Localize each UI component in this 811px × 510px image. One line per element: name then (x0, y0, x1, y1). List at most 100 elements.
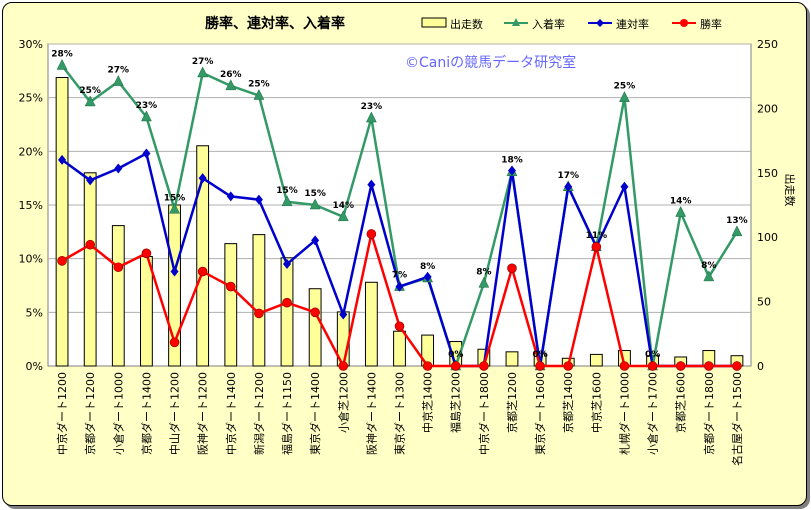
category-label: 京都芝1400 (561, 372, 575, 433)
point (226, 191, 235, 202)
legend-marker (512, 18, 520, 26)
legend-swatch (421, 17, 447, 28)
legend-label: 入着率 (532, 17, 565, 31)
left-tick-label: 15% (19, 199, 43, 212)
category-label: 中京ダート1400 (224, 372, 238, 455)
left-axis: 0% 5% 10% 15% 20% 25% 30% (19, 38, 43, 373)
point (311, 235, 320, 246)
category-label: 京都芝1600 (674, 372, 688, 433)
legend-label: 勝率 (700, 17, 722, 31)
line-markers (56, 58, 743, 371)
point (507, 165, 516, 176)
bar (589, 353, 603, 367)
point (478, 276, 490, 288)
point (282, 297, 292, 308)
data-label: 0% (645, 350, 660, 360)
watermark: ©Caniの競馬データ研究室 (405, 54, 576, 71)
point (142, 148, 151, 159)
data-labels: 28% 25% 27% 23% 15% 27% 26% 25% 15% 15% 14% 23% 7% 8%… (51, 49, 747, 360)
point (647, 361, 658, 371)
legend-marker (596, 19, 604, 27)
point (366, 229, 377, 239)
point (395, 281, 404, 292)
point (732, 361, 742, 371)
point (365, 111, 377, 123)
point (85, 239, 95, 250)
category-label: 小倉ダート1000 (111, 372, 125, 455)
chart-title: 勝率、連対率、入着率 (205, 15, 345, 32)
left-tick-label: 0% (26, 360, 43, 373)
data-label: 27% (108, 66, 130, 76)
point (619, 361, 630, 371)
category-label: 東京ダート1300 (393, 372, 407, 455)
category-label: 中京芝1400 (421, 372, 435, 433)
category-label: 福島芝1200 (449, 372, 463, 433)
category-label: 小倉芝1200 (336, 372, 350, 433)
bar (252, 234, 266, 367)
data-label: 23% (136, 101, 158, 111)
data-label: 14% (332, 201, 354, 211)
data-label: 17% (557, 171, 579, 181)
bar (505, 351, 519, 367)
data-label: 25% (248, 80, 270, 90)
data-label: 8% (420, 262, 435, 272)
category-label: 京都ダート1400 (139, 372, 153, 455)
point (704, 361, 714, 371)
point (507, 263, 517, 274)
point (394, 321, 405, 332)
right-tick-label: 0 (757, 360, 764, 373)
point (619, 91, 630, 102)
data-label: 8% (701, 261, 716, 271)
point (254, 308, 264, 319)
category-label: 京都ダート1200 (83, 372, 97, 455)
left-tick-label: 30% (19, 38, 43, 51)
right-tick-label: 200 (757, 102, 778, 115)
right-tick-label: 250 (757, 38, 778, 51)
point (281, 195, 293, 207)
point (169, 202, 180, 214)
bar (55, 76, 69, 367)
point (169, 337, 180, 348)
data-label: 14% (670, 197, 692, 207)
point (197, 66, 209, 78)
point (479, 361, 489, 371)
right-axis: 0 50 100 150 200 250 (757, 38, 778, 373)
category-label: 福島ダート1150 (280, 372, 294, 455)
category-label: 阪神ダート1400 (364, 372, 378, 455)
right-tick-label: 50 (757, 296, 771, 309)
category-label: 京都ダート1800 (702, 372, 716, 455)
data-label: 11% (586, 231, 608, 241)
data-label: 18% (501, 156, 523, 166)
category-label: 札幌ダート1000 (617, 372, 631, 455)
data-label: 0% (532, 350, 547, 360)
point (141, 110, 152, 122)
point (563, 361, 574, 371)
right-tick-label: 150 (757, 167, 778, 180)
left-tick-label: 5% (26, 306, 43, 319)
data-label: 0% (448, 350, 463, 360)
bar (111, 225, 125, 367)
point (703, 270, 715, 282)
point (309, 198, 321, 210)
point (450, 361, 461, 371)
point (675, 361, 686, 371)
point (86, 175, 95, 186)
data-label: 8% (476, 267, 491, 277)
left-tick-label: 10% (19, 253, 43, 266)
point (591, 242, 602, 252)
right-tick-label: 100 (757, 231, 778, 244)
data-label: 15% (276, 186, 298, 196)
category-label: 小倉ダート1700 (646, 372, 660, 455)
point (84, 95, 96, 107)
category-label: 中山ダート1200 (168, 372, 182, 455)
legend-label: 出走数 (450, 17, 483, 31)
data-label: 25% (79, 86, 101, 96)
point (675, 205, 687, 217)
point (564, 181, 573, 192)
category-label: 中京ダート1200 (55, 372, 69, 455)
point (337, 210, 349, 222)
left-tick-label: 25% (19, 92, 43, 105)
point (58, 154, 67, 165)
point (114, 163, 123, 174)
